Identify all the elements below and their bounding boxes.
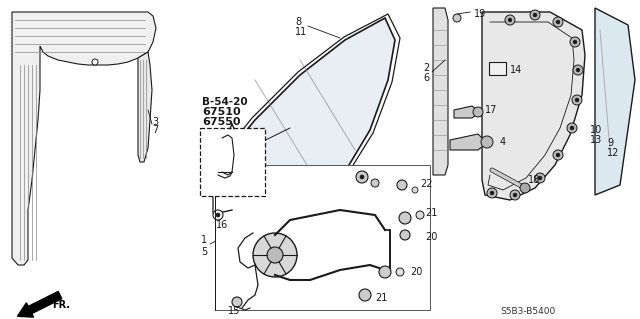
Circle shape <box>556 20 560 24</box>
Bar <box>200 128 265 196</box>
Circle shape <box>213 210 223 220</box>
Text: 17: 17 <box>485 105 497 115</box>
Text: 4: 4 <box>500 137 506 147</box>
Circle shape <box>556 153 560 157</box>
Circle shape <box>576 68 580 72</box>
Text: 22: 22 <box>420 179 433 189</box>
Circle shape <box>253 233 297 277</box>
Circle shape <box>575 98 579 102</box>
Polygon shape <box>12 12 156 265</box>
Text: 10: 10 <box>590 125 602 135</box>
Circle shape <box>359 289 371 301</box>
Text: 11: 11 <box>295 27 307 37</box>
Polygon shape <box>138 52 152 162</box>
Text: 5: 5 <box>201 247 207 257</box>
Circle shape <box>538 176 542 180</box>
Circle shape <box>232 297 242 307</box>
Circle shape <box>533 13 537 17</box>
Circle shape <box>473 107 483 117</box>
Circle shape <box>416 211 424 219</box>
Text: 20: 20 <box>410 267 422 277</box>
Polygon shape <box>489 62 506 75</box>
Circle shape <box>397 180 407 190</box>
Circle shape <box>396 268 404 276</box>
Circle shape <box>573 40 577 44</box>
Circle shape <box>92 59 98 65</box>
Text: 8: 8 <box>295 17 301 27</box>
Text: 6: 6 <box>424 73 430 83</box>
Circle shape <box>513 193 517 197</box>
Text: 21: 21 <box>375 293 387 303</box>
Circle shape <box>399 212 411 224</box>
Circle shape <box>356 171 368 183</box>
Circle shape <box>487 188 497 198</box>
Circle shape <box>216 213 220 217</box>
Text: 67510: 67510 <box>202 107 241 117</box>
Circle shape <box>490 191 494 195</box>
Text: 16: 16 <box>216 220 228 230</box>
Text: 13: 13 <box>590 135 602 145</box>
Text: 20: 20 <box>425 232 437 242</box>
Text: 2: 2 <box>424 63 430 73</box>
FancyArrow shape <box>17 292 62 317</box>
Text: 12: 12 <box>607 148 620 158</box>
Text: FR.: FR. <box>52 300 70 310</box>
Circle shape <box>573 65 583 75</box>
Text: 67550: 67550 <box>202 117 241 127</box>
Circle shape <box>379 266 391 278</box>
Circle shape <box>553 150 563 160</box>
Text: B-54-20: B-54-20 <box>202 97 248 107</box>
Text: 1: 1 <box>201 235 207 245</box>
Text: 15: 15 <box>228 306 241 316</box>
Circle shape <box>570 126 574 130</box>
Text: 14: 14 <box>510 65 522 75</box>
Circle shape <box>453 14 461 22</box>
Polygon shape <box>454 106 477 118</box>
Text: 3: 3 <box>152 117 158 127</box>
Text: 7: 7 <box>152 125 158 135</box>
Bar <box>215 165 430 310</box>
Circle shape <box>481 136 493 148</box>
Polygon shape <box>450 134 484 150</box>
Circle shape <box>371 179 379 187</box>
Circle shape <box>510 190 520 200</box>
Text: 21: 21 <box>425 208 437 218</box>
Circle shape <box>412 187 418 193</box>
Polygon shape <box>218 18 395 220</box>
Circle shape <box>567 123 577 133</box>
Text: 9: 9 <box>607 138 613 148</box>
Circle shape <box>267 247 283 263</box>
Circle shape <box>530 10 540 20</box>
Circle shape <box>572 95 582 105</box>
Circle shape <box>553 17 563 27</box>
Circle shape <box>535 173 545 183</box>
Polygon shape <box>482 12 585 200</box>
Circle shape <box>360 175 364 179</box>
Text: S5B3-B5400: S5B3-B5400 <box>500 308 556 316</box>
Circle shape <box>520 183 530 193</box>
Polygon shape <box>595 8 635 195</box>
Text: 19: 19 <box>474 9 486 19</box>
Circle shape <box>570 37 580 47</box>
Circle shape <box>505 15 515 25</box>
Circle shape <box>508 18 512 22</box>
Circle shape <box>400 230 410 240</box>
Text: 18: 18 <box>528 175 540 185</box>
Polygon shape <box>433 8 448 175</box>
